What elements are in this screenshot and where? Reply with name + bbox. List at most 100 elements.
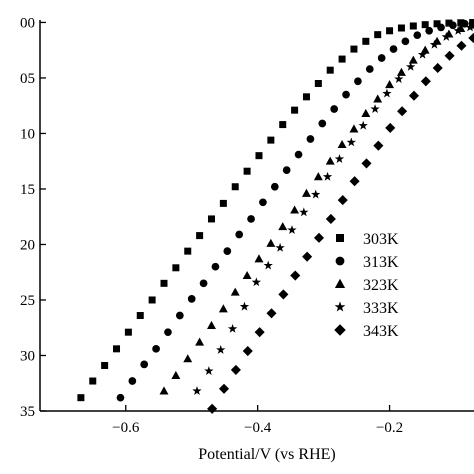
data-point xyxy=(77,394,85,402)
y-tick-label: 25 xyxy=(20,293,35,309)
data-point xyxy=(453,25,463,35)
data-point xyxy=(346,137,356,147)
data-point xyxy=(207,215,215,223)
data-point xyxy=(361,158,372,169)
data-point xyxy=(267,136,275,144)
data-point xyxy=(465,22,474,32)
data-point xyxy=(358,120,368,130)
data-point xyxy=(311,189,321,199)
data-point xyxy=(160,279,168,287)
data-point xyxy=(456,40,467,51)
data-point xyxy=(89,377,97,385)
data-point xyxy=(231,183,239,191)
data-point xyxy=(195,337,205,346)
data-point xyxy=(204,366,214,375)
data-point xyxy=(254,327,265,338)
y-tick-label: 10 xyxy=(20,126,35,142)
data-point xyxy=(128,377,137,385)
data-point xyxy=(306,135,315,143)
data-point xyxy=(382,88,392,98)
data-point xyxy=(242,346,253,357)
data-point xyxy=(116,393,125,402)
data-point xyxy=(409,22,417,30)
series-313K xyxy=(116,19,474,402)
legend-label: 313K xyxy=(363,254,399,271)
data-point xyxy=(408,90,420,101)
data-point xyxy=(254,254,264,263)
data-point xyxy=(330,105,339,113)
data-point xyxy=(397,24,405,32)
data-point xyxy=(230,364,241,375)
data-point xyxy=(290,270,301,281)
series-333K xyxy=(192,22,474,395)
data-point xyxy=(313,172,323,181)
series-323K xyxy=(159,20,474,395)
data-point xyxy=(373,94,383,103)
data-point xyxy=(385,122,396,133)
legend-item: 323K xyxy=(334,277,399,294)
legend-label: 343K xyxy=(363,323,399,340)
data-point xyxy=(218,383,230,394)
data-point xyxy=(444,50,455,61)
data-point xyxy=(457,19,465,27)
legend-label: 333K xyxy=(363,300,399,317)
data-point xyxy=(302,251,313,262)
data-point xyxy=(294,150,303,159)
legend-marker xyxy=(334,278,346,288)
data-point xyxy=(413,31,422,40)
data-point xyxy=(207,320,216,329)
data-point xyxy=(278,289,289,300)
y-tick-label: 15 xyxy=(20,182,35,198)
x-tick-label: −0.6 xyxy=(112,420,140,436)
y-tick-label: 00 xyxy=(20,15,35,31)
data-point xyxy=(275,242,285,252)
data-point xyxy=(350,45,358,53)
data-point xyxy=(349,124,359,133)
data-point xyxy=(386,27,394,35)
data-point xyxy=(354,77,362,86)
data-point xyxy=(136,312,144,320)
data-point xyxy=(433,20,441,28)
series-343K xyxy=(207,32,474,414)
data-point xyxy=(171,370,181,379)
data-point xyxy=(394,74,404,84)
data-point xyxy=(175,311,184,320)
data-point xyxy=(302,93,310,101)
data-point xyxy=(349,176,360,187)
data-point xyxy=(218,304,228,313)
data-point xyxy=(437,23,445,32)
data-point xyxy=(397,106,408,117)
data-point xyxy=(164,328,172,337)
data-point xyxy=(429,39,440,49)
data-point xyxy=(101,361,109,369)
data-point xyxy=(325,156,335,165)
data-point xyxy=(432,62,443,73)
chart-axes xyxy=(39,20,474,412)
data-point xyxy=(279,121,287,129)
data-point xyxy=(342,90,350,99)
data-point xyxy=(230,287,240,296)
data-point xyxy=(216,345,226,354)
legend-item: 303K xyxy=(336,231,399,248)
x-axis-label: Potential/V (vs RHE) xyxy=(198,446,335,463)
legend-item: 313K xyxy=(335,254,399,271)
data-point xyxy=(334,154,345,163)
data-point xyxy=(406,61,416,71)
data-point xyxy=(338,55,346,63)
data-point xyxy=(227,323,238,333)
y-tick-label: 20 xyxy=(20,237,35,253)
x-tick-label: −0.4 xyxy=(244,420,272,436)
data-point xyxy=(337,195,348,206)
data-point xyxy=(235,230,244,239)
data-point xyxy=(259,198,267,207)
data-point xyxy=(370,104,380,113)
data-point xyxy=(468,32,474,44)
data-point xyxy=(263,260,273,270)
data-point xyxy=(326,66,334,74)
data-point xyxy=(449,21,457,30)
legend-label: 323K xyxy=(363,277,399,294)
y-tick-label: 35 xyxy=(20,404,35,420)
chart-ticks: −0.6 −0.4 −0.2 00 05 10 15 20 25 30 35 xyxy=(20,15,403,436)
data-point xyxy=(183,354,193,363)
data-point xyxy=(219,199,227,207)
